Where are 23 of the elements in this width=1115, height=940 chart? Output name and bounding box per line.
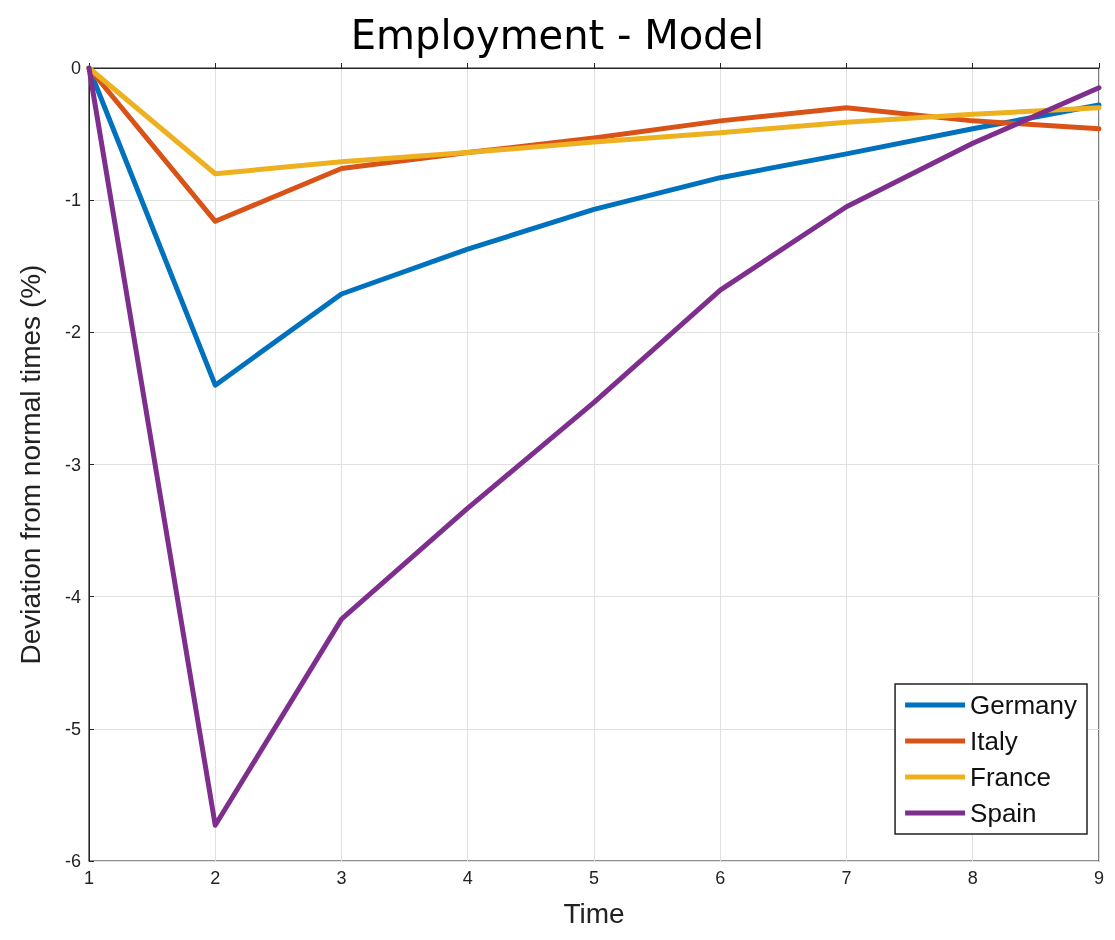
x-tick-label: 9 (1093, 868, 1104, 888)
x-tick-label: 4 (462, 868, 473, 888)
y-tick-label: -1 (64, 190, 81, 211)
y-tick-label: -5 (64, 718, 81, 739)
x-tick-label: 7 (841, 868, 852, 888)
y-tick-label: -3 (64, 454, 81, 475)
x-tick-label: 3 (336, 868, 347, 888)
x-axis-title: Time (563, 897, 625, 929)
x-tick-label: 5 (588, 868, 600, 888)
x-tick-label: 1 (83, 868, 95, 888)
legend-label: Spain (970, 798, 1037, 828)
y-tick-label: 0 (70, 58, 81, 78)
chart-title: Employment - Model (350, 12, 765, 58)
legend-label: France (970, 762, 1051, 792)
legend-label: Germany (970, 690, 1077, 720)
x-tick-label: 2 (210, 868, 221, 888)
y-tick-label: -4 (64, 586, 81, 607)
y-tick-label: -2 (64, 322, 81, 343)
y-axis-title: Deviation from normal times (%) (14, 264, 46, 665)
x-tick-label: 6 (715, 868, 726, 888)
y-tick-label: -6 (64, 851, 81, 871)
legend-label: Italy (970, 726, 1018, 756)
x-tick-label: 8 (967, 868, 978, 888)
